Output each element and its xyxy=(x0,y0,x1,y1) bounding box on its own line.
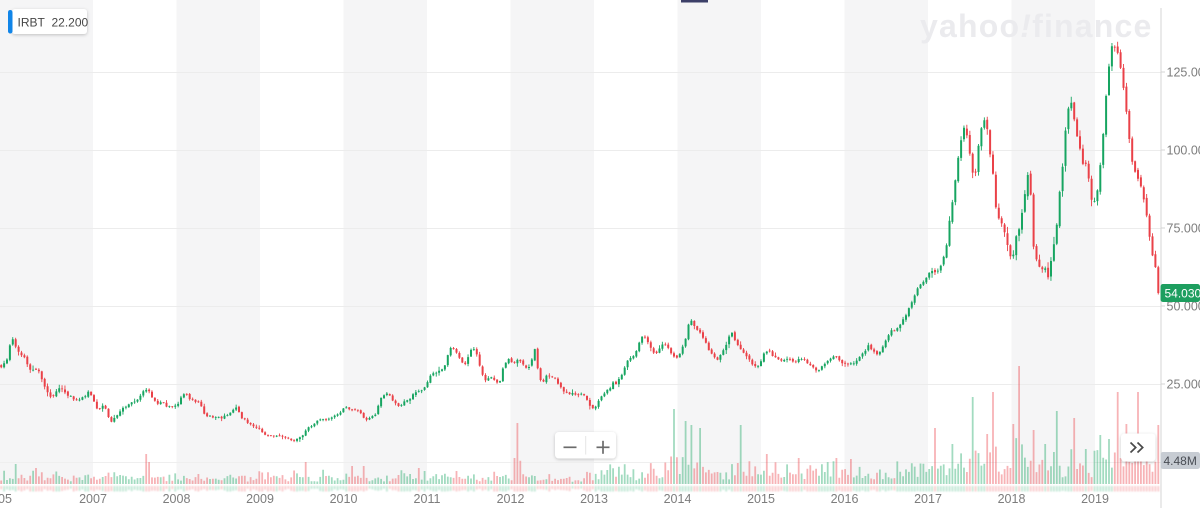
svg-text:2009: 2009 xyxy=(246,492,274,506)
svg-text:2008: 2008 xyxy=(163,492,191,506)
svg-text:54.030: 54.030 xyxy=(1165,287,1200,301)
svg-text:2017: 2017 xyxy=(914,492,942,506)
svg-text:yahoo!finance: yahoo!finance xyxy=(920,8,1153,44)
svg-text:75.000: 75.000 xyxy=(1167,222,1200,236)
svg-text:25.000: 25.000 xyxy=(1167,378,1200,392)
svg-text:2007: 2007 xyxy=(79,492,107,506)
svg-text:2019: 2019 xyxy=(1081,492,1109,506)
svg-text:2015: 2015 xyxy=(747,492,775,506)
svg-text:2011: 2011 xyxy=(414,492,441,506)
svg-text:2010: 2010 xyxy=(330,492,358,506)
svg-text:100.00: 100.00 xyxy=(1167,144,1200,158)
svg-text:2018: 2018 xyxy=(998,492,1026,506)
svg-text:125.00: 125.00 xyxy=(1167,66,1200,80)
svg-text:IRBT 22.200: IRBT 22.200 xyxy=(18,16,89,30)
svg-text:50.000: 50.000 xyxy=(1167,300,1200,314)
svg-text:2016: 2016 xyxy=(831,492,859,506)
svg-text:2014: 2014 xyxy=(664,492,692,506)
svg-text:4.48M: 4.48M xyxy=(1164,454,1197,468)
svg-text:2012: 2012 xyxy=(497,492,525,506)
svg-text:2013: 2013 xyxy=(580,492,608,506)
svg-text:05: 05 xyxy=(0,492,12,506)
